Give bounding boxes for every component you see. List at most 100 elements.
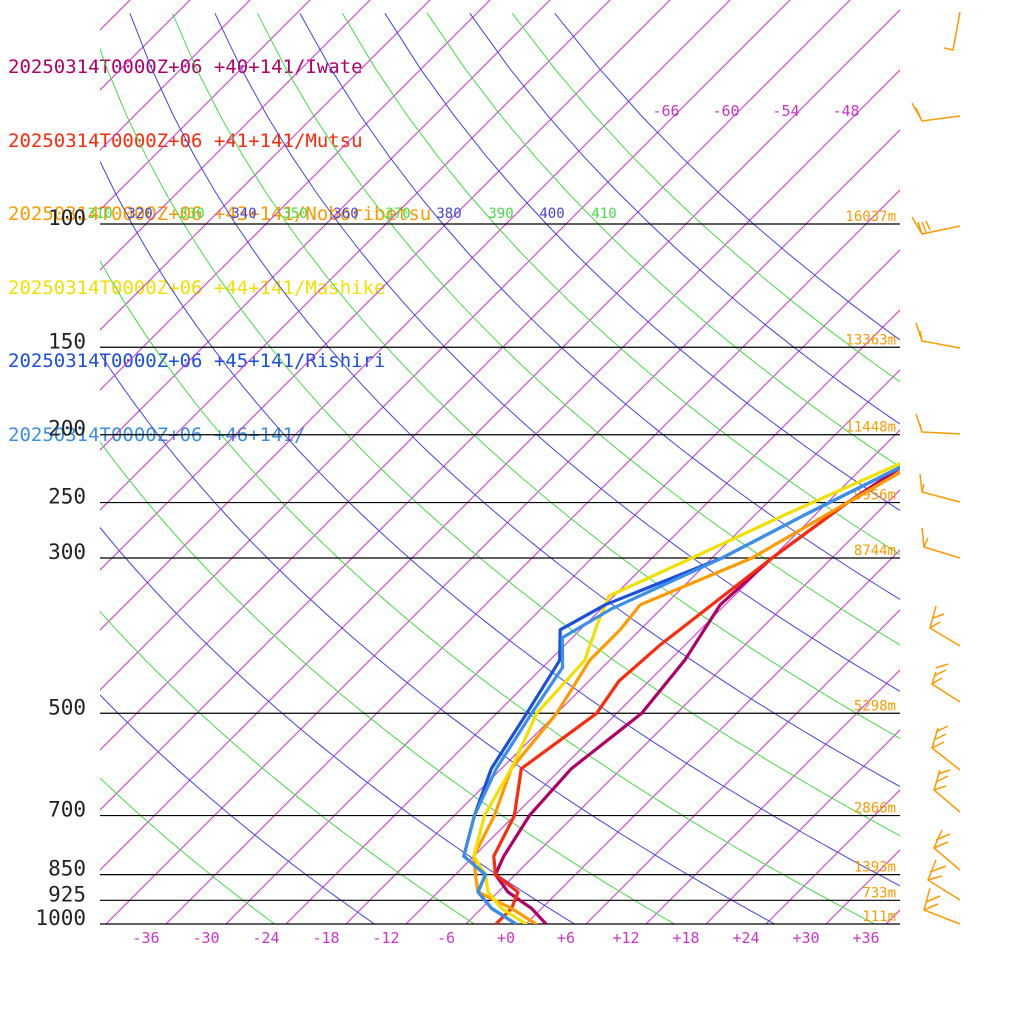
isotherm-line	[285, 309, 900, 924]
theta-label: 370	[385, 206, 410, 222]
isotherm-line	[100, 0, 851, 751]
dry-adiabat-line	[554, 12, 900, 341]
wind-barb-icon	[919, 473, 961, 503]
x-tick-label: +6	[557, 929, 575, 947]
dry-adiabat-line	[384, 13, 900, 512]
theta-label: 400	[539, 206, 564, 222]
isotherm-line	[100, 9, 900, 811]
isotherm-line	[100, 0, 251, 151]
wind-barb-icon	[931, 663, 961, 703]
pressure-label: 500	[48, 695, 86, 719]
wind-barb-icon	[915, 413, 961, 435]
dry-adiabat-line	[129, 13, 900, 788]
theta-label: 410	[591, 206, 616, 222]
dry-adiabat-line	[171, 13, 900, 740]
height-label: 8744m	[854, 543, 896, 559]
isotherm-line	[225, 249, 900, 924]
dry-adiabat-line	[100, 47, 900, 837]
theta-label: 330	[179, 206, 204, 222]
isotherm-line	[705, 729, 900, 924]
isotherm-line	[1006, 0, 1024, 924]
height-label: 1393m	[854, 860, 896, 876]
legend-entry-noboribetsu: 20250314T0000Z+06 +43+141/Noboribetsu	[8, 203, 432, 225]
isotherm-line	[100, 0, 191, 91]
x-tick-label: +18	[672, 929, 699, 947]
dry-adiabat-line	[100, 352, 775, 924]
pressure-label: 250	[48, 485, 86, 509]
dry-adiabat-line	[341, 13, 900, 556]
x-tick-label: -30	[192, 929, 219, 947]
isotherm-line	[100, 0, 731, 631]
isotherm-line	[100, 0, 431, 331]
isotherm-line	[165, 189, 900, 924]
isotherm-label: -66	[652, 102, 679, 120]
wind-barb-icon	[933, 829, 961, 871]
theta-label: 390	[488, 206, 513, 222]
height-label: 13363m	[845, 332, 896, 348]
wind-barb-icon	[923, 887, 961, 925]
theta-label: 380	[436, 206, 461, 222]
x-tick-label: +36	[852, 929, 879, 947]
isotherm-label: -54	[772, 102, 799, 120]
pressure-label: 100	[48, 206, 86, 230]
x-tick-label: -18	[312, 929, 339, 947]
dry-adiabat-line	[299, 13, 900, 600]
wind-barb-icon	[911, 216, 961, 235]
isotherm-lines	[100, 0, 1024, 924]
pressure-label: 925	[48, 882, 86, 906]
profile-line-5	[462, 465, 900, 924]
temperature-profiles	[462, 461, 900, 924]
x-tick-label: +24	[732, 929, 759, 947]
pressure-label: 200	[48, 417, 86, 441]
theta-label: 320	[127, 206, 152, 222]
isotherm-line	[645, 669, 900, 924]
wind-barb-icon	[933, 769, 961, 813]
profile-line-6	[462, 465, 900, 924]
wind-barb-icon	[943, 11, 961, 51]
x-tick-label: +30	[792, 929, 819, 947]
wind-barb-icon	[929, 605, 961, 647]
theta-label: 360	[333, 206, 358, 222]
isotherm-line	[765, 789, 900, 924]
isotherm-line	[105, 129, 900, 924]
dry-adiabat-line	[511, 12, 900, 383]
dry-adiabat-line	[426, 13, 900, 468]
axis-labels: -36 -30 -24 -18 -12 -6 +0 +6 +12 +18 +24 +30 +36 -66 -…	[87, 102, 879, 947]
profile-line-3	[472, 470, 900, 924]
height-label: 11448m	[845, 420, 896, 436]
isotherm-line	[100, 0, 791, 691]
dry-adiabat-line	[100, 694, 375, 924]
x-tick-label: -36	[132, 929, 159, 947]
isotherm-line	[100, 0, 371, 271]
legend-entry-mutsu: 20250314T0000Z+06 +41+141/Mutsu	[8, 129, 363, 152]
isotherm-line	[946, 0, 1024, 924]
height-label: 5298m	[854, 698, 896, 714]
dry-adiabat-lines	[100, 12, 900, 924]
pressure-label: 1000	[35, 906, 86, 930]
isotherm-line	[585, 609, 900, 924]
dry-adiabat-line	[100, 440, 675, 924]
dry-adiabat-line	[256, 13, 900, 646]
isotherm-line	[100, 0, 551, 451]
x-tick-label: +12	[612, 929, 639, 947]
profile-line-1	[493, 465, 900, 924]
x-tick-label: +0	[497, 929, 515, 947]
isotherm-label: -48	[832, 102, 859, 120]
wind-barb-icon	[921, 527, 961, 559]
isotherm-line	[100, 69, 900, 871]
isotherm-line	[100, 0, 311, 211]
dry-adiabat-line	[100, 610, 475, 924]
dry-adiabat-line	[100, 777, 275, 924]
isotherm-line	[885, 909, 900, 924]
height-label: 733m	[862, 885, 896, 901]
isotherm-label: -60	[712, 102, 739, 120]
isotherm-line	[100, 0, 491, 391]
dry-adiabat-line	[100, 160, 900, 887]
pressure-label: 150	[48, 329, 86, 353]
wind-barbs	[911, 11, 961, 925]
wind-barb-icon	[911, 102, 961, 122]
dry-adiabat-line	[100, 259, 875, 924]
pressure-label: 300	[48, 540, 86, 564]
dry-adiabat-line	[100, 526, 575, 924]
